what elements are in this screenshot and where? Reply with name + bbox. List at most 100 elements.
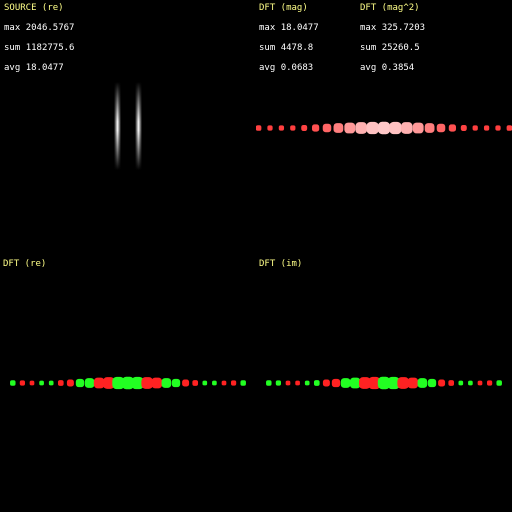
stat-value: 25260.5	[381, 43, 420, 53]
spectrum-peak	[436, 123, 446, 133]
spectrum-peak	[389, 121, 402, 135]
spectrum-peak	[407, 377, 419, 389]
spectrum-peak	[438, 379, 446, 387]
dft-imaginary-panel: DFT (im)	[256, 256, 512, 512]
spectrum-peak	[182, 379, 190, 387]
spectrum-peak	[131, 376, 144, 390]
spectrum-peak	[192, 380, 199, 386]
mag-sum: sum 4478.8	[259, 43, 313, 53]
spectrum-peak	[313, 380, 320, 386]
mag2-avg: avg 0.3854	[360, 63, 414, 73]
source-max: max 2046.5767	[4, 23, 74, 33]
spectrum-peak	[267, 125, 273, 131]
mag2-max: max 325.7203	[360, 23, 425, 33]
stat-value: 1182775.6	[25, 43, 75, 53]
spectrum-peak	[275, 380, 282, 386]
re-title: DFT (re)	[3, 259, 47, 269]
spectrum-peak	[417, 378, 428, 388]
spectrum-peak	[495, 125, 501, 131]
source-panel: SOURCE (re) max 2046.5767 sum 1182775.6 …	[0, 0, 256, 256]
spectrum-peak	[377, 121, 391, 135]
spectrum-peak	[39, 380, 44, 386]
spectrum-peak	[202, 380, 208, 386]
spectrum-peak	[57, 380, 64, 386]
source-title: SOURCE (re)	[4, 3, 64, 13]
spectrum-peak	[331, 378, 341, 388]
spectrum-peak	[448, 380, 455, 386]
spectrum-peak	[240, 380, 246, 386]
spectrum-peak	[221, 380, 227, 386]
spectrum-peak	[151, 377, 163, 389]
spectrum-peak	[230, 380, 237, 386]
spectrum-peak	[48, 380, 54, 386]
stat-label: sum	[4, 43, 21, 53]
stat-label: avg	[259, 63, 276, 73]
stat-label: max	[259, 23, 276, 33]
spectrum-peak	[344, 122, 356, 134]
spectrum-peak	[472, 125, 478, 131]
spectrum-peak	[377, 376, 391, 390]
stat-value: 18.0477	[280, 23, 319, 33]
spectrum-peak	[121, 376, 135, 390]
spectrum-peak	[506, 125, 512, 131]
dft-real-panel: DFT (re)	[0, 256, 256, 512]
spectrum-peak	[458, 380, 464, 386]
spectrum-peak	[397, 377, 410, 389]
spectrum-peak	[387, 376, 400, 390]
mag2-sum: sum 25260.5	[360, 43, 420, 53]
spectrum-peak	[322, 379, 330, 387]
mag-max: max 18.0477	[259, 23, 319, 33]
spectrum-peak	[295, 380, 300, 386]
stat-label: avg	[360, 63, 377, 73]
mag-avg: avg 0.0683	[259, 63, 313, 73]
spectrum-peak	[278, 125, 285, 131]
spectrum-peak	[10, 380, 16, 386]
stat-value: 18.0477	[25, 63, 64, 73]
imaginary-spectrum	[266, 376, 502, 390]
spectrum-peak	[486, 380, 493, 386]
spectrum-peak	[424, 123, 435, 133]
spectrum-peak	[400, 122, 413, 134]
spectrum-peak	[304, 380, 310, 386]
spectrum-peak	[290, 125, 296, 131]
spectrum-peak	[460, 125, 467, 131]
dft-magnitude-panel: DFT (mag) max 18.0477 sum 4478.8 avg 0.0…	[256, 0, 512, 256]
stat-label: sum	[259, 43, 276, 53]
spectrum-peak	[141, 377, 154, 389]
stat-label: max	[360, 23, 377, 33]
source-image	[114, 82, 142, 170]
magnitude-spectrum	[256, 121, 512, 135]
spectrum-peak	[340, 378, 351, 388]
spectrum-peak	[161, 378, 172, 388]
spectrum-peak	[75, 378, 85, 388]
spectrum-peak	[349, 377, 361, 389]
spectrum-peak	[29, 380, 35, 386]
spectrum-peak	[212, 380, 217, 386]
stat-value: 325.7203	[381, 23, 426, 33]
stat-label: max	[4, 23, 21, 33]
spectrum-peak	[84, 378, 95, 388]
stat-value: 2046.5767	[25, 23, 75, 33]
spectrum-peak	[112, 376, 125, 390]
stat-value: 0.3854	[381, 63, 415, 73]
spectrum-peak	[468, 380, 473, 386]
spectrum-peak	[366, 121, 379, 135]
spectrum-peak	[496, 380, 502, 386]
mag2-title: DFT (mag^2)	[360, 3, 420, 13]
spectrum-peak	[322, 123, 332, 133]
real-spectrum	[10, 376, 246, 390]
mag-title: DFT (mag)	[259, 3, 308, 13]
im-title: DFT (im)	[259, 259, 303, 269]
source-avg: avg 18.0477	[4, 63, 64, 73]
spectrum-peak	[333, 123, 344, 133]
spectrum-peak	[171, 378, 181, 388]
spectrum-peak	[483, 125, 490, 131]
spectrum-peak	[93, 377, 105, 389]
spectrum-peak	[355, 122, 368, 134]
spectrum-peak	[266, 380, 272, 386]
spectrum-peak	[368, 376, 381, 390]
stat-value: 0.0683	[280, 63, 314, 73]
spectrum-peak	[285, 380, 291, 386]
stat-label: avg	[4, 63, 21, 73]
spectrum-peak	[448, 124, 457, 132]
